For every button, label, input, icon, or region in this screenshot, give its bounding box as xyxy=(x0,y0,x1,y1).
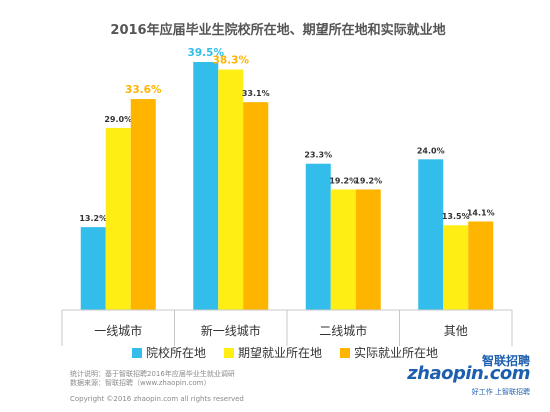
bar-3-3 xyxy=(355,189,381,310)
legend-swatch-1 xyxy=(132,348,142,358)
chart-title: 2016年应届毕业生院校所在地、期望所在地和实际就业地 xyxy=(110,22,445,38)
zhaopin-logo: 智联招聘 zhaopin.com 好工作 上智联招聘 xyxy=(407,352,530,397)
logo-cn-text: 智联招聘 xyxy=(481,354,530,368)
logo-tagline: 好工作 上智联招聘 xyxy=(471,388,530,396)
legend: 院校所在地 期望就业所在地 实际就业所在地 xyxy=(132,345,438,360)
bar-1-1 xyxy=(80,227,106,310)
data-label-2-2: 38.3% xyxy=(213,55,250,67)
x-tick-label-1: 一线城市 xyxy=(94,323,142,338)
bars-layer: 13.2% 29.0% 33.6% 39.5%38.3% 33.1% 23.3% 19.2%… xyxy=(79,47,495,311)
data-label-1-4: 24.0% xyxy=(417,146,445,155)
bar-2-2 xyxy=(218,69,244,310)
data-label-3-2: 33.1% xyxy=(242,89,270,98)
data-label-3-4: 14.1% xyxy=(467,208,495,217)
data-label-2-1: 29.0% xyxy=(104,115,132,124)
data-label-2-3: 19.2% xyxy=(329,176,357,185)
legend-swatch-2 xyxy=(224,348,234,358)
legend-label-1: 院校所在地 xyxy=(146,345,206,360)
data-label-1-2: 39.5% xyxy=(188,47,225,59)
logo-en-text: zhaopin.com xyxy=(407,363,530,384)
stat-note: 统计说明：基于智联招聘2016年应届毕业生就业调研 数据来源：智联招聘（www.… xyxy=(70,370,235,388)
legend-swatch-3 xyxy=(340,348,350,358)
legend-label-3: 实际就业所在地 xyxy=(354,345,438,360)
data-label-1-1: 13.2% xyxy=(79,214,107,223)
copyright: Copyright ©2016 zhaopin.com all rights r… xyxy=(70,395,244,403)
data-label-1-3: 23.3% xyxy=(304,151,332,160)
data-source-line: 数据来源：智联招聘（www.zhaopin.com） xyxy=(70,379,211,387)
bar-2-1 xyxy=(105,127,131,311)
x-tick-label-2: 新一线城市 xyxy=(201,323,261,338)
bar-2-4 xyxy=(443,225,469,310)
data-label-3-3: 19.2% xyxy=(354,176,382,185)
x-tick-label-4: 其他 xyxy=(444,324,468,338)
legend-label-2: 期望就业所在地 xyxy=(238,346,322,360)
bar-3-4 xyxy=(468,221,494,310)
bar-1-3 xyxy=(305,163,331,310)
bar-1-2 xyxy=(193,62,219,310)
bar-3-2 xyxy=(243,102,269,310)
bar-2-3 xyxy=(330,189,356,310)
bar-1-4 xyxy=(418,159,444,310)
x-axis: 一线城市 新一线城市 二线城市 其他 xyxy=(61,309,513,346)
stat-note-line1: 统计说明：基于智联招聘2016年应届毕业生就业调研 xyxy=(70,370,235,378)
x-tick-label-3: 二线城市 xyxy=(319,323,367,338)
data-label-3-1: 33.6% xyxy=(125,84,162,96)
data-label-2-4: 13.5% xyxy=(442,212,470,221)
bar-3-1 xyxy=(130,99,156,311)
